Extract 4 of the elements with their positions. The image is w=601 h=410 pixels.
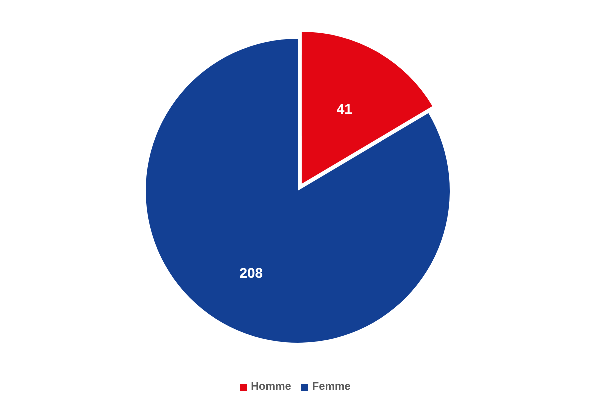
data-label: 208 [240, 264, 264, 281]
data-label: 41 [336, 101, 353, 118]
legend-label: Homme [251, 381, 292, 393]
legend-label: Femme [312, 381, 351, 393]
